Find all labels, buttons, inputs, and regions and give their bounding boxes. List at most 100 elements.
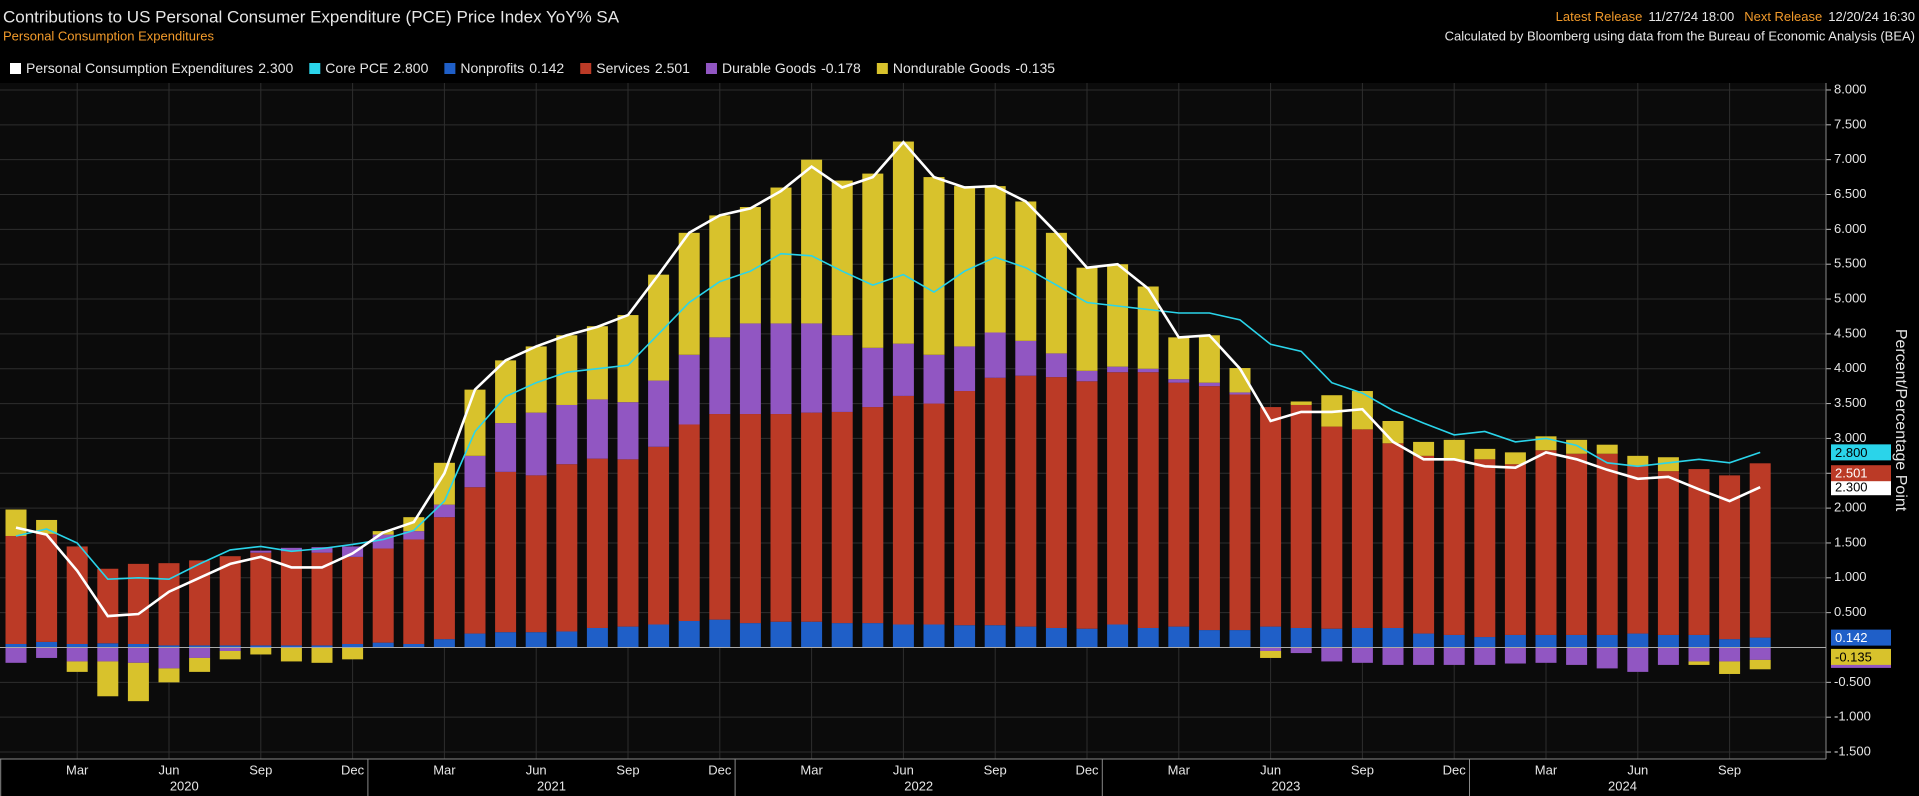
bar-segment [1566,453,1588,635]
bar-segment [739,323,761,415]
legend-value: 2.501 [655,60,690,76]
bar-segment [1566,647,1588,665]
x-tick-label: Jun [526,762,547,777]
x-tick-label: Jun [1260,762,1281,777]
bar-segment [984,377,1006,626]
bar-segment [1107,624,1129,648]
y-tick-label: 7.500 [1834,116,1867,131]
bar-segment [801,323,823,413]
bar-segment [464,487,486,634]
bar-segment [1719,661,1741,674]
x-tick-label: Mar [800,762,823,777]
legend-value: -0.135 [1015,60,1055,76]
bar-segment [189,647,211,658]
bar-segment [801,412,823,622]
legend-entry: Nondurable Goods -0.135 [893,60,1055,76]
y-tick-label: 5.500 [1834,256,1867,271]
bar-segment [1015,626,1037,648]
bar-segment [739,414,761,624]
bar-segment [1627,466,1649,634]
legend-entry: Personal Consumption Expenditures 2.300 [26,60,293,76]
bar-segment [1107,264,1129,367]
bar-segment [1321,647,1343,662]
bar-segment [1045,232,1067,354]
bar-segment [525,346,547,413]
x-tick-label: Dec [708,762,732,777]
bar-segment [495,423,517,472]
y-tick-label: 0.500 [1834,604,1867,619]
x-tick-label: Sep [616,762,639,777]
bar-segment [1657,457,1679,472]
bar-segment [127,662,149,702]
bar-segment [1382,647,1404,665]
bar-segment [97,643,119,648]
y-tick-label: -0.500 [1834,674,1871,689]
bar-segment [984,625,1006,648]
bar-segment [586,326,608,400]
bar-segment [127,563,149,645]
bar-segment [495,471,517,633]
bar-segment [403,539,425,645]
x-tick-label: Dec [1443,762,1467,777]
bar-segment [1198,382,1220,387]
bar-segment [1198,335,1220,383]
bar-segment [1688,634,1710,648]
bar-segment [219,645,241,648]
bar-segment [1137,372,1159,628]
bar-segment [770,621,792,648]
legend-name: Services [596,60,650,76]
x-tick-label: Mar [1535,762,1558,777]
bar-segment [586,399,608,459]
bar-segment [831,623,853,648]
bar-segment [1290,647,1312,654]
bar-segment [280,647,302,662]
bar-segment [250,645,272,648]
bar-segment [1107,372,1129,625]
bar-segment [1076,628,1098,648]
bar-segment [219,647,241,651]
legend-entry: Durable Goods -0.178 [722,60,861,76]
bar-segment [158,668,180,683]
bar-segment [1719,475,1741,640]
value-badge [1831,465,1891,482]
bar-segment [648,274,670,381]
bar-segment [433,639,455,648]
bar-segment [1290,401,1312,405]
bar-segment [280,551,302,646]
bar-segment [342,546,364,557]
bar-segment [954,346,976,392]
bar-segment [1566,634,1588,648]
bar-segment [1260,647,1282,651]
bar-segment [1719,639,1741,648]
bar-segment [1443,439,1465,461]
bar-segment [403,531,425,540]
y-tick-label: 3.500 [1834,395,1867,410]
bar-segment [280,547,302,552]
legend-swatch [705,63,717,74]
bar-segment [1076,267,1098,371]
bar-segment [1045,377,1067,628]
bar-segment [464,633,486,648]
bar-segment [1504,647,1526,664]
bar-segment [189,560,211,646]
bar-segment [556,631,578,648]
bar-segment [678,424,700,622]
bar-segment [1413,633,1435,648]
bar-segment [586,627,608,648]
bar-segment [617,626,639,648]
y-tick-label: 3.000 [1834,430,1867,445]
bar-segment [189,645,211,648]
bar-segment [1351,627,1373,648]
line [15,140,1761,618]
value-badge-label: 2.501 [1835,466,1868,481]
legend-value: -0.178 [821,60,861,76]
bar-segment [311,645,333,648]
bar-segment [1045,627,1067,648]
bar-segment [1351,647,1373,663]
bar-segment [1229,368,1251,393]
chart-subtitle: Personal Consumption Expenditures [3,28,215,43]
bar-segment [1229,630,1251,648]
value-badge-label: -0.135 [1835,649,1872,664]
legend-swatch [10,63,21,74]
